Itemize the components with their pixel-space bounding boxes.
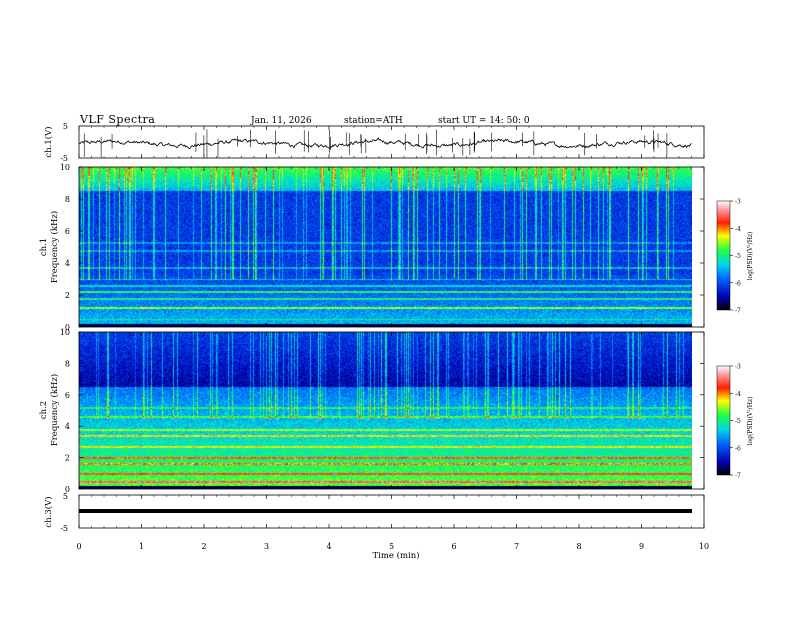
ch1-ytick-top: 5 — [63, 122, 68, 131]
y-tick-label: 10 — [60, 328, 70, 337]
colorbar-tick-label: -4 — [735, 226, 741, 233]
colorbar-tick-label: -6 — [735, 280, 741, 287]
y-tick-label: 8 — [65, 195, 70, 204]
ch1-spectrogram-image — [79, 167, 692, 327]
ch3-voltage-panel: 5 -5 ch.3(V) — [43, 492, 705, 533]
ch2-spectrogram-image — [79, 332, 692, 489]
colorbar-tick-label: -4 — [735, 391, 741, 398]
ch1-colorbar: -3 -4 -5 -6 -7 log(PSD)(V²/Hz) — [716, 199, 754, 315]
ch1-spectrogram-ylabel-channel: ch.1 — [39, 238, 49, 256]
x-tick-label: 2 — [201, 542, 206, 551]
y-tick-label: 6 — [65, 391, 70, 400]
y-tick-label: 10 — [60, 163, 70, 172]
ch2-spectrogram-yticks: 0 2 4 6 8 10 — [60, 328, 704, 494]
y-tick-label: 0 — [65, 485, 70, 494]
ch1-voltage-panel: 5 -5 ch.1(V) — [43, 122, 705, 163]
ch2-colorbar: -3 -4 -5 -6 -7 log(PSD)(V²/Hz) — [716, 364, 754, 480]
y-tick-label: 4 — [65, 422, 70, 431]
time-axis-label: Time (min) — [372, 550, 419, 561]
x-tick-label: 6 — [451, 542, 456, 551]
ch1-colorbar-scale — [716, 200, 731, 311]
colorbar-tick-label: -7 — [735, 308, 741, 315]
ch3-ytick-bottom: -5 — [60, 524, 68, 533]
y-tick-label: 0 — [65, 323, 70, 332]
ch2-colorbar-label: log(PSD)(V²/Hz) — [747, 397, 754, 446]
ch3-ytick-top: 5 — [63, 492, 68, 501]
y-tick-label: 2 — [65, 454, 70, 463]
x-tick-label: 4 — [326, 542, 331, 551]
ch3-voltage-trace — [79, 509, 692, 513]
colorbar-tick-label: -5 — [735, 418, 741, 425]
colorbar-tick-label: -3 — [735, 364, 741, 371]
header-date: Jan. 11, 2026 — [250, 116, 312, 126]
ch1-colorbar-label: log(PSD)(V²/Hz) — [747, 232, 754, 281]
ch1-voltage-ylabel: ch.1(V) — [43, 126, 54, 157]
x-tick-label: 1 — [139, 542, 144, 551]
colorbar-tick-label: -5 — [735, 253, 741, 260]
colorbar-tick-label: -7 — [735, 473, 741, 480]
x-tick-label: 3 — [264, 542, 269, 551]
ch1-voltage-trace — [78, 129, 692, 158]
ch1-voltage-line — [78, 137, 692, 150]
figure-title: VLF Spectra — [79, 113, 155, 126]
y-tick-label: 6 — [65, 227, 70, 236]
ch1-spectrogram-yticks: 0 2 4 6 8 10 — [60, 163, 704, 332]
ch2-colorbar-ticks: -3 -4 -5 -6 -7 — [730, 364, 741, 480]
x-tick-label: 5 — [389, 542, 394, 551]
ch1-spectrogram-ylabel: Frequency (kHz) — [49, 211, 60, 283]
header-start-time: start UT = 14: 50: 0 — [438, 116, 530, 126]
y-tick-label: 8 — [65, 359, 70, 368]
x-tick-label: 9 — [639, 542, 644, 551]
ch1-spectrogram-panel: 0 2 4 6 8 10 ch.1 Frequency (kHz) — [39, 163, 705, 332]
ch2-spectrogram-panel: 0 2 4 6 8 10 ch.2 Frequency (kHz) — [39, 328, 705, 494]
x-tick-label: 8 — [576, 542, 581, 551]
colorbar-tick-label: -3 — [735, 199, 741, 206]
header-station: station=ATH — [344, 116, 403, 126]
time-axis-ticks: 0 1 2 3 4 5 6 7 8 9 10 — [76, 126, 709, 551]
ch2-colorbar-scale — [716, 365, 731, 476]
ch1-colorbar-ticks: -3 -4 -5 -6 -7 — [730, 199, 741, 315]
ch1-ytick-bottom: -5 — [60, 154, 68, 163]
x-tick-label: 10 — [699, 542, 709, 551]
y-tick-label: 2 — [65, 291, 70, 300]
ch2-spectrogram-ylabel-channel: ch.2 — [39, 401, 49, 419]
x-tick-label: 7 — [514, 542, 519, 551]
spec2-raster — [79, 332, 692, 489]
ch2-spectrogram-ylabel: Frequency (kHz) — [49, 374, 60, 446]
x-tick-label: 0 — [76, 542, 81, 551]
y-tick-label: 4 — [65, 259, 70, 268]
ch3-voltage-ylabel: ch.3(V) — [43, 496, 54, 527]
colorbar-tick-label: -6 — [735, 445, 741, 452]
spec1-raster — [79, 167, 692, 327]
